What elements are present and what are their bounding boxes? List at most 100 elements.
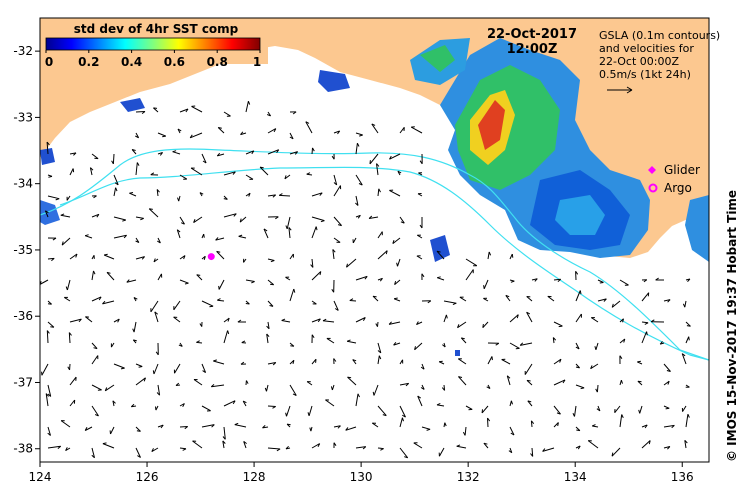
velocity-arrow-head <box>355 202 359 206</box>
velocity-arrow-head <box>393 341 397 346</box>
velocity-arrow <box>322 320 335 323</box>
velocity-arrow-head <box>141 256 145 260</box>
velocity-arrow-head <box>592 424 596 427</box>
velocity-arrow <box>377 355 380 365</box>
velocity-arrow-head <box>135 240 140 243</box>
velocity-arrow <box>376 163 379 176</box>
velocity-arrow-head <box>643 279 648 283</box>
velocity-arrow <box>458 358 467 365</box>
velocity-arrow-head <box>104 387 108 391</box>
velocity-arrow <box>44 210 49 218</box>
velocity-arrow <box>311 271 322 281</box>
legend-glider-label: Glider <box>664 163 700 177</box>
velocity-arrow-head <box>203 234 205 238</box>
y-tick-label: -37 <box>13 375 33 389</box>
velocity-arrow <box>179 216 185 225</box>
velocity-arrow-head <box>420 387 425 390</box>
velocity-arrow-head <box>276 448 281 452</box>
velocity-arrow-head <box>307 412 310 416</box>
velocity-arrow-head <box>457 324 460 328</box>
velocity-arrow-head <box>483 442 488 445</box>
velocity-arrow-head <box>264 387 267 392</box>
velocity-arrow <box>150 300 159 313</box>
velocity-arrow-head <box>575 271 579 275</box>
velocity-arrow-head <box>84 427 88 431</box>
velocity-arrow-head <box>667 446 671 450</box>
velocity-arrow-head <box>138 366 143 368</box>
velocity-arrow-head <box>172 150 177 153</box>
velocity-arrow-head <box>441 387 445 391</box>
y-tick-label: -35 <box>13 243 33 257</box>
velocity-arrow-head <box>531 420 535 425</box>
velocity-arrow <box>457 321 467 329</box>
velocity-arrow <box>619 338 626 344</box>
velocity-arrow <box>509 314 519 323</box>
velocity-arrow <box>289 132 294 140</box>
velocity-arrow <box>421 363 425 370</box>
velocity-arrow <box>685 414 689 428</box>
velocity-arrow <box>110 426 115 435</box>
velocity-arrow <box>129 192 137 197</box>
velocity-arrow-head <box>46 141 50 146</box>
velocity-arrow-head <box>275 216 279 220</box>
velocity-arrow-head <box>102 300 106 305</box>
velocity-arrow <box>487 418 489 428</box>
velocity-arrow-head <box>439 360 443 363</box>
velocity-arrow-head <box>364 276 368 280</box>
velocity-arrow-head <box>506 375 511 379</box>
velocity-arrow-head <box>270 260 275 263</box>
velocity-arrow-head <box>659 341 663 345</box>
velocity-arrow-head <box>185 108 189 113</box>
velocity-arrow <box>397 258 401 267</box>
velocity-arrow-head <box>159 152 163 156</box>
velocity-arrow <box>91 342 98 349</box>
x-tick-label: 124 <box>29 470 52 484</box>
velocity-arrow-head <box>202 370 206 374</box>
velocity-arrow <box>286 216 291 230</box>
velocity-arrow <box>459 296 467 302</box>
velocity-arrow-head <box>445 314 448 319</box>
velocity-arrow <box>575 313 582 323</box>
velocity-arrow <box>393 342 401 346</box>
velocity-arrow <box>47 195 60 200</box>
velocity-arrow-head <box>239 218 242 223</box>
velocity-arrow-head <box>333 182 338 186</box>
velocity-arrow <box>245 174 254 180</box>
velocity-arrow-head <box>193 219 196 223</box>
velocity-arrow-head <box>305 121 310 124</box>
velocity-arrow <box>460 337 467 344</box>
velocity-arrow <box>135 363 143 367</box>
velocity-arrow-head <box>357 215 361 219</box>
velocity-arrow <box>637 380 643 386</box>
velocity-arrow-head <box>362 317 366 321</box>
velocity-arrow-head <box>135 135 139 139</box>
velocity-arrow <box>483 279 489 289</box>
velocity-arrow-head <box>227 330 230 335</box>
velocity-arrow-head <box>149 208 153 210</box>
velocity-arrow <box>223 111 231 117</box>
velocity-arrow-head <box>240 131 244 135</box>
velocity-arrow <box>289 253 294 260</box>
velocity-arrow-head <box>356 142 360 147</box>
velocity-arrow-head <box>621 414 624 419</box>
velocity-arrow-head <box>419 160 423 165</box>
velocity-arrow-head <box>611 452 614 457</box>
velocity-arrow <box>614 405 621 414</box>
velocity-arrow-head <box>322 318 327 322</box>
velocity-arrow <box>372 295 379 302</box>
velocity-arrow-head <box>211 424 215 428</box>
velocity-arrow <box>611 447 621 457</box>
velocity-arrow-head <box>562 379 566 384</box>
velocity-arrow <box>91 213 100 218</box>
velocity-arrow <box>267 258 275 261</box>
velocity-arrow-head <box>622 318 624 323</box>
velocity-arrow-head <box>68 332 72 336</box>
velocity-arrow <box>267 447 281 450</box>
velocity-arrow <box>416 255 423 260</box>
velocity-arrow <box>311 147 313 155</box>
velocity-arrow-head <box>251 150 255 155</box>
velocity-arrow <box>465 405 473 410</box>
velocity-arrow-head <box>417 395 421 399</box>
time-label: 12:00Z <box>507 42 558 57</box>
velocity-arrow-head <box>182 448 187 451</box>
